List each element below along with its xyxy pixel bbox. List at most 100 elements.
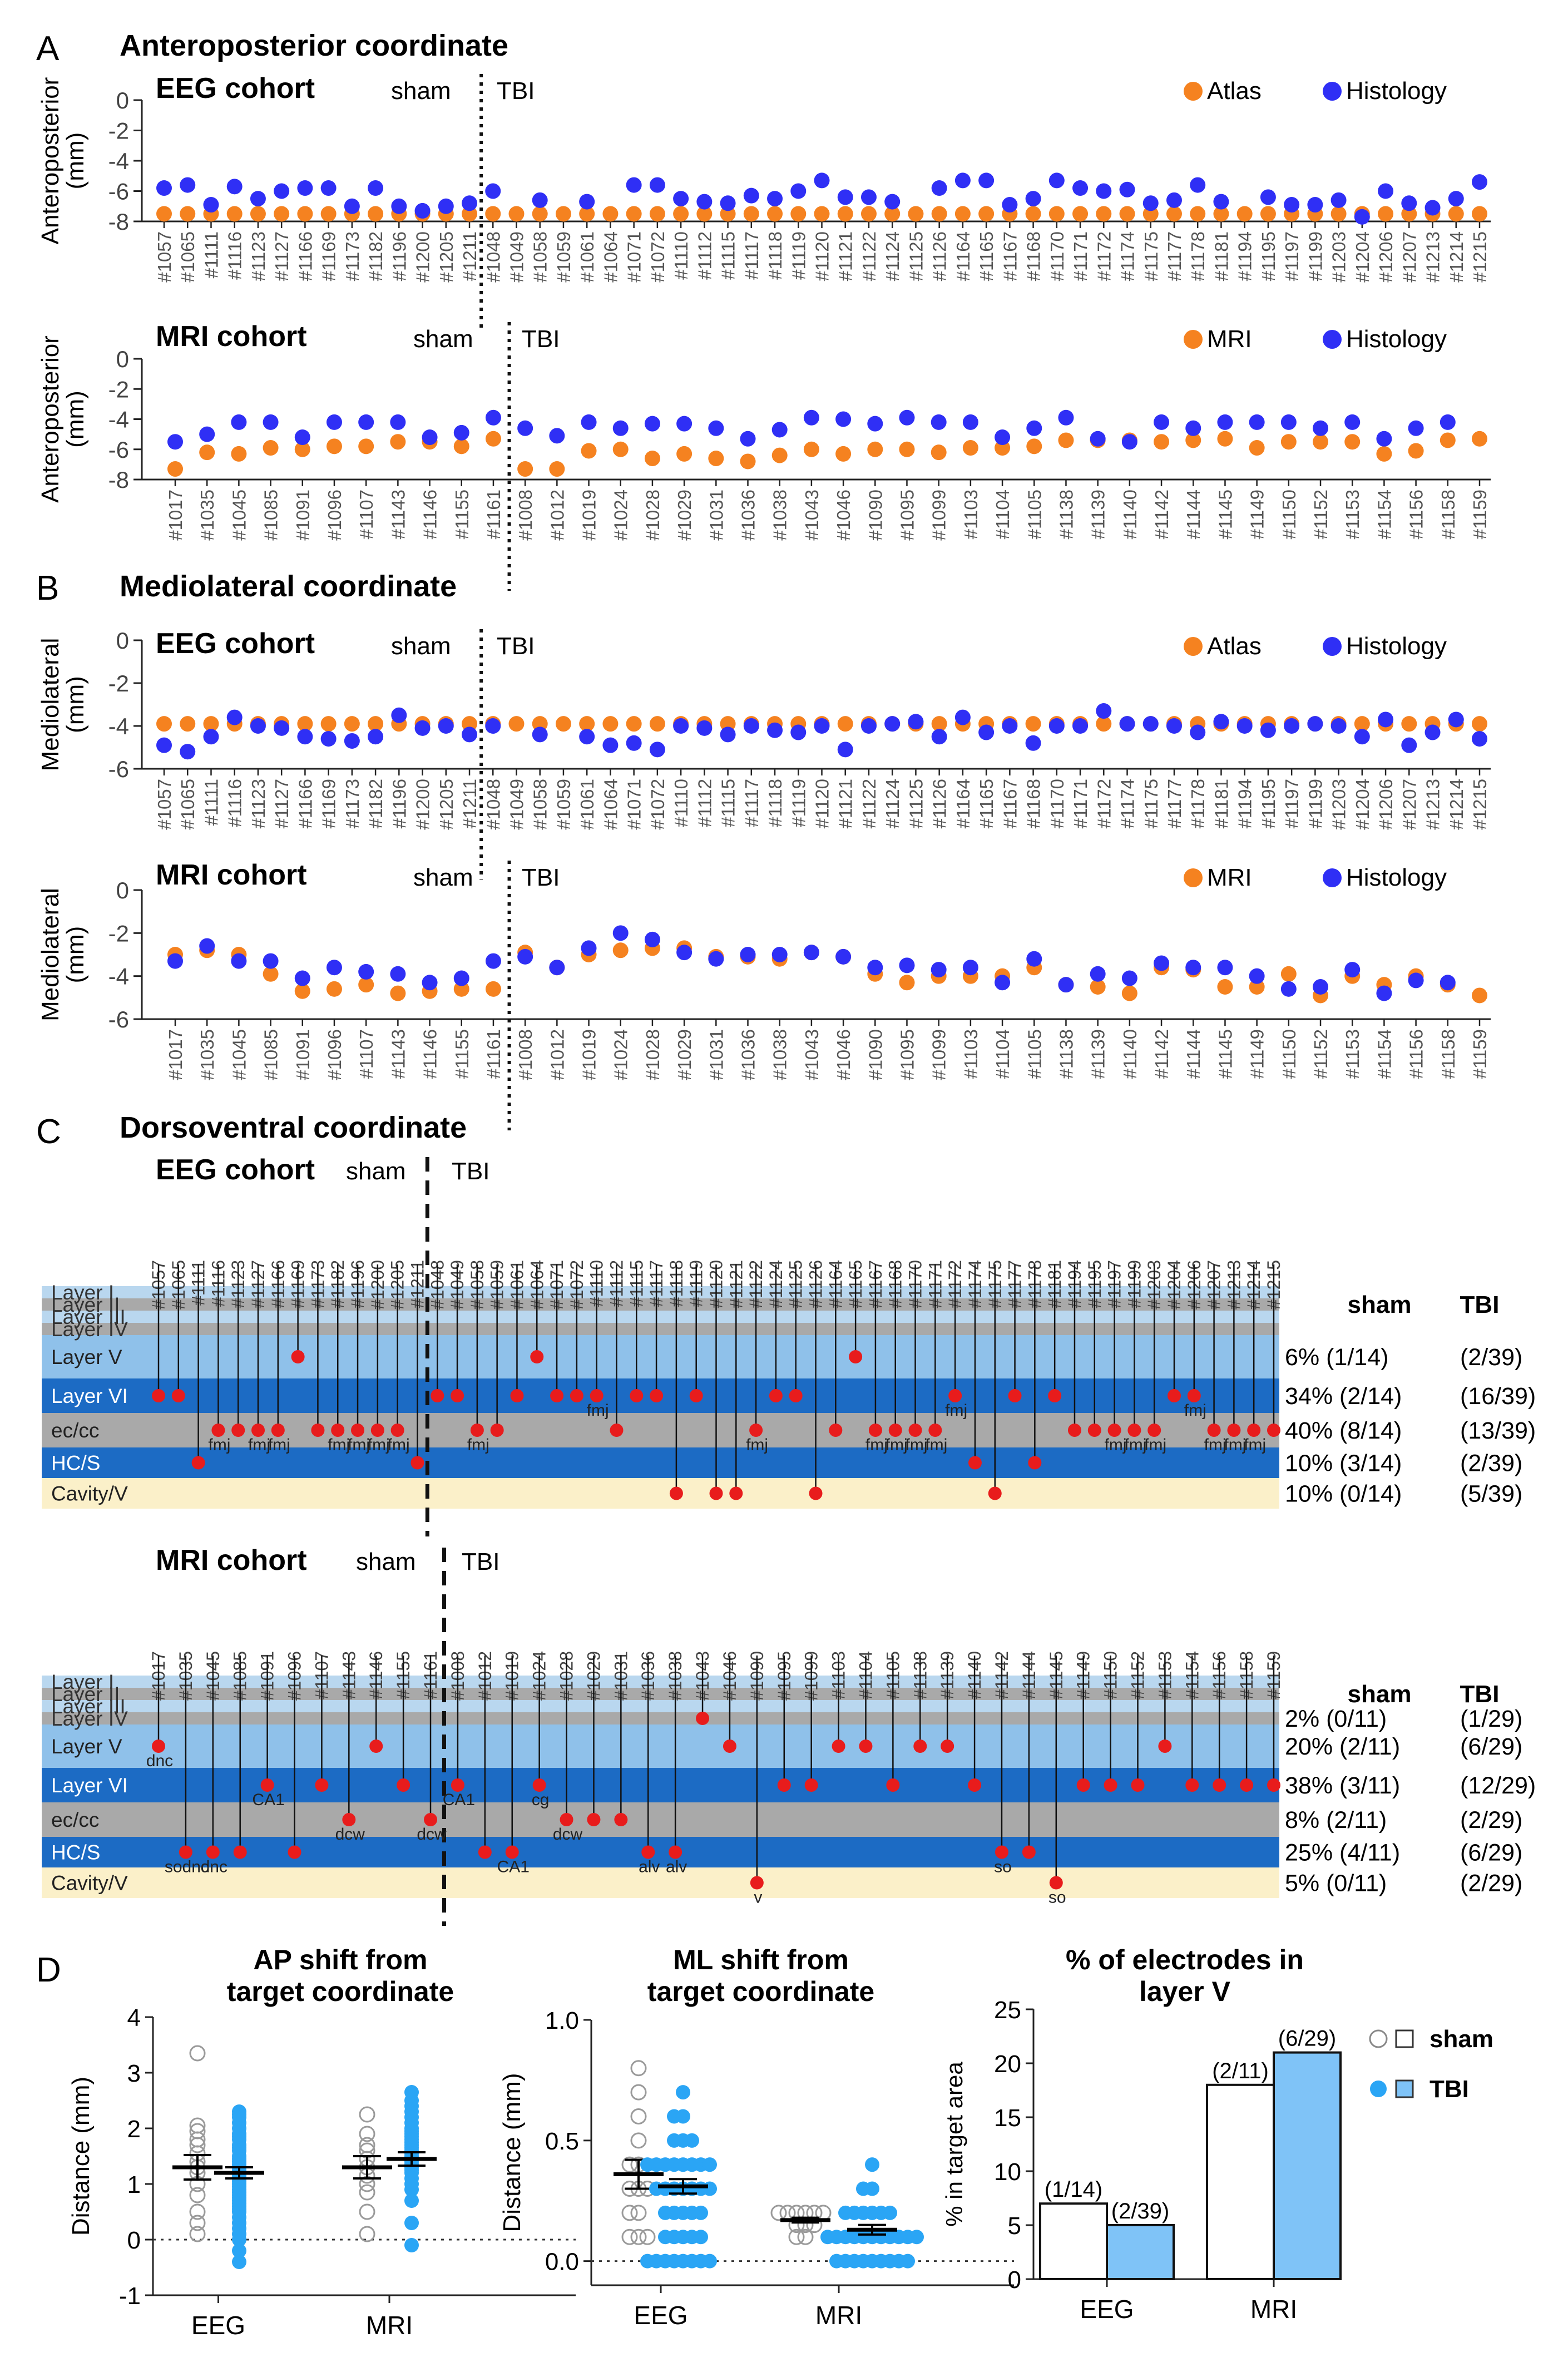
electrode-tip [532, 1778, 546, 1792]
y-tick-label: 0 [116, 627, 129, 654]
x-tick-label: #1144 [1183, 1029, 1204, 1079]
data-point-atlas [579, 206, 595, 222]
x-tick-label: #1153 [1342, 490, 1363, 539]
electrode-tip [886, 1778, 900, 1792]
y-axis-label: Mediolateral [37, 888, 64, 1021]
x-tick-label: #1118 [765, 231, 785, 280]
data-point-histology [720, 195, 736, 211]
x-tick-label: #1173 [342, 231, 363, 281]
x-tick-label: #1064 [600, 779, 621, 830]
y-tick-label: 1.0 [545, 2007, 579, 2034]
ml-shift-chart: 0.0 0.5 1.0 Distance (mm) EEG MRI [498, 2007, 1014, 2330]
data-point-atlas [931, 716, 947, 732]
x-tick-label: #1008 [515, 490, 536, 541]
x-tick-label: #1140 [1120, 490, 1140, 539]
electrode-tip [928, 1424, 942, 1437]
data-point-histology [931, 414, 947, 430]
legend-label-histology: Histology [1346, 77, 1447, 105]
cohort-title: MRI cohort [156, 320, 307, 353]
panel-letter-d: D [36, 1951, 61, 1989]
electrode-tip [1207, 1424, 1221, 1437]
subregion-label: dcw [553, 1825, 583, 1844]
electrode-tip [505, 1845, 519, 1859]
row-stat-sham: 5% (0/11) [1285, 1870, 1387, 1897]
layer-band [42, 1478, 1279, 1509]
layer-band [42, 1724, 1279, 1768]
data-point-histology [414, 720, 431, 736]
panel-letter-c: C [36, 1113, 61, 1151]
x-tick-label: #1171 [1070, 231, 1091, 281]
y-tick-label: -8 [108, 209, 129, 235]
x-tick-label: #1127 [271, 779, 292, 828]
data-point-atlas [368, 716, 384, 732]
x-tick-label: #1215 [1470, 231, 1490, 283]
x-tick-label: #1139 [1088, 490, 1109, 539]
row-stat-sham: 6% (1/14) [1285, 1344, 1388, 1371]
x-tick-label: #1118 [765, 779, 785, 827]
data-point-mri [1217, 431, 1233, 447]
electrode-tip [1167, 1389, 1181, 1402]
data-point-histology [1142, 716, 1159, 732]
data-point-histology [1119, 716, 1135, 732]
x-tick-label: #1122 [859, 231, 879, 281]
row-stat-tbi: (12/29) [1460, 1772, 1536, 1799]
x-tick-label: #1156 [1406, 490, 1427, 539]
x-tick-label: #1124 [882, 779, 903, 828]
layer-v-chart: 0 5 10 15 20 25 % in target area EEG (1/14) (2/39… [941, 1997, 1493, 2324]
x-tick-label: #1099 [929, 1029, 949, 1080]
data-point-histology [644, 931, 660, 947]
x-tick-label: #1046 [833, 1029, 854, 1080]
electrode-tip [510, 1389, 524, 1402]
y-axis-unit: (mm) [62, 926, 89, 984]
data-point-atlas [1025, 206, 1041, 222]
x-tick-label: #1115 [718, 779, 739, 827]
data-point-mri [803, 441, 819, 457]
electrode-tip [868, 1424, 882, 1437]
x-tick-label: #1019 [579, 1029, 600, 1080]
x-tick-label: #1158 [1438, 490, 1458, 539]
data-point-mri [899, 975, 915, 991]
data-point-histology [696, 720, 713, 736]
x-tick-label: #1195 [1258, 231, 1279, 281]
x-tick-label: #1049 [506, 231, 527, 283]
data-point-sham [630, 2205, 647, 2221]
data-point-sham [359, 2184, 375, 2201]
electrode-tip [369, 1740, 383, 1753]
data-point-histology [1142, 195, 1159, 211]
data-point-histology [1313, 420, 1329, 436]
x-tick-label: #1177 [1164, 231, 1185, 281]
electrode-tip [288, 1845, 301, 1859]
electrode-tip [1227, 1424, 1241, 1437]
x-tick-label: #1204 [1352, 779, 1373, 830]
subregion-label: fmj [587, 1401, 609, 1420]
electrode-tip [723, 1740, 736, 1753]
data-point-histology [1424, 724, 1441, 740]
x-tick-label: #1057 [154, 231, 175, 283]
y-tick-label: 0 [1008, 2266, 1021, 2294]
data-point-histology [1401, 195, 1417, 211]
electrode-tip [849, 1350, 863, 1363]
data-point-histology [649, 742, 665, 758]
data-point-histology [1249, 968, 1265, 984]
x-tick-label: #1145 [1215, 1029, 1235, 1079]
legend-marker-histology [1323, 637, 1342, 656]
x-tick-label: #1213 [1423, 231, 1443, 283]
x-tick-label: #1167 [1000, 779, 1020, 828]
subregion-label: fmj [1105, 1436, 1127, 1454]
data-point-tbi [856, 2181, 870, 2196]
row-stat-tbi: (1/29) [1460, 1706, 1522, 1732]
row-stat-tbi: (2/29) [1460, 1870, 1522, 1897]
electrode-tip [470, 1424, 484, 1437]
data-point-mri [263, 966, 279, 982]
data-point-histology [1090, 431, 1106, 447]
layer-label: Layer I [51, 1281, 114, 1304]
data-point-mri [1472, 431, 1487, 447]
x-tick-label: #1115 [718, 231, 739, 280]
y-tick-label: 2 [127, 2116, 141, 2143]
data-point-histology [1154, 414, 1170, 430]
data-point-histology [453, 970, 469, 986]
electrode-tip [777, 1778, 791, 1792]
electrode-tip [1147, 1424, 1161, 1437]
subregion-label: fmj [467, 1436, 489, 1454]
data-point-histology [1119, 181, 1135, 197]
